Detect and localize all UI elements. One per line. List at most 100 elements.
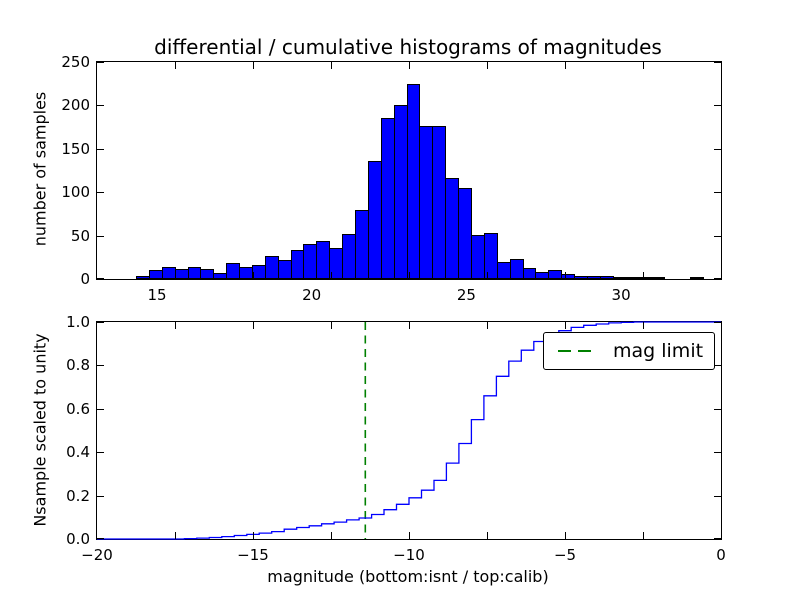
y-tick-label: 0.0 (66, 530, 90, 548)
x-tick-mark (487, 62, 488, 69)
y-tick-mark (714, 538, 721, 539)
y-tick-label: 250 (61, 53, 90, 71)
y-tick-mark (714, 62, 721, 63)
x-tick-label: 0 (716, 546, 726, 564)
histogram-bar (586, 276, 601, 279)
green-dash-icon (558, 350, 571, 352)
y-tick-mark (97, 322, 104, 323)
x-tick-label: −15 (237, 546, 269, 564)
y-tick-mark (97, 452, 104, 454)
x-tick-mark (643, 322, 644, 329)
y-tick-mark (97, 408, 104, 410)
x-tick-mark (331, 532, 332, 539)
figure-title: differential / cumulative histograms of … (154, 35, 662, 59)
x-tick-mark (643, 532, 644, 539)
histogram-bar (471, 234, 485, 279)
y-tick-label: 0 (80, 270, 90, 288)
y-tick-label: 0.8 (66, 356, 90, 375)
histogram-bar (226, 263, 241, 279)
x-tick-label: 25 (456, 286, 476, 304)
histogram-bar (342, 233, 357, 279)
histogram-bar (419, 126, 434, 279)
top-y-axis-label: number of samples (30, 91, 50, 247)
histogram-bar (187, 266, 202, 279)
y-tick-mark (714, 408, 721, 410)
y-tick-label: 0.6 (66, 399, 90, 418)
y-tick-mark (714, 148, 721, 150)
histogram-bar (522, 267, 537, 279)
y-tick-mark (97, 105, 104, 107)
y-tick-mark (97, 148, 104, 150)
histogram-bar (200, 268, 215, 279)
y-tick-mark (714, 365, 721, 367)
x-tick-label: −5 (553, 546, 577, 564)
x-tick-mark (409, 62, 410, 69)
histogram-bar (651, 277, 666, 279)
x-tick-mark (331, 272, 332, 279)
x-tick-mark (565, 62, 566, 69)
histogram-bar (625, 277, 640, 279)
x-tick-mark (175, 272, 176, 279)
histogram-bar (599, 276, 614, 279)
x-tick-mark (409, 272, 410, 279)
bottom-y-axis-label: Nsample scaled to unity (30, 333, 50, 527)
x-tick-mark (253, 62, 254, 69)
y-tick-mark (714, 192, 721, 194)
y-tick-label: 0.4 (66, 443, 90, 462)
y-tick-mark (97, 365, 104, 367)
histogram-bar (161, 266, 176, 279)
histogram-bar (445, 178, 460, 279)
histogram-bar (458, 187, 472, 279)
histogram-bar (277, 259, 292, 279)
x-axis-label: magnitude (bottom:isnt / top:calib) (267, 567, 549, 586)
histogram-bar (612, 277, 627, 279)
histogram-bar (561, 273, 576, 279)
x-tick-mark (643, 272, 644, 279)
x-tick-mark (331, 62, 332, 69)
histogram-bar (535, 272, 550, 279)
x-tick-mark (175, 62, 176, 69)
histogram-bar (239, 266, 253, 279)
x-tick-label: 20 (302, 286, 322, 304)
y-tick-mark (714, 235, 721, 237)
histogram-bar (496, 261, 511, 279)
y-tick-label: 50 (70, 226, 90, 245)
histogram-bar (483, 233, 498, 279)
x-tick-mark (253, 272, 254, 279)
histogram-bar (432, 126, 447, 279)
y-tick-mark (97, 278, 104, 279)
x-tick-mark (253, 322, 254, 329)
histogram-bar (148, 270, 163, 279)
x-tick-label: 15 (147, 286, 167, 304)
histogram-bar (213, 272, 228, 279)
histogram-bar (316, 240, 331, 279)
legend-entry-label: mag limit (613, 340, 704, 362)
histogram-bar (509, 259, 524, 279)
x-tick-label: 30 (611, 286, 631, 304)
histogram-bar (174, 268, 189, 279)
y-tick-mark (97, 235, 104, 237)
histogram-bar (548, 270, 563, 279)
x-tick-mark (643, 62, 644, 69)
x-tick-mark (487, 272, 488, 279)
histogram-bar (574, 275, 588, 279)
x-tick-label: −10 (393, 546, 425, 564)
x-tick-mark (331, 322, 332, 329)
x-tick-mark (409, 532, 410, 539)
histogram-bar (264, 255, 279, 279)
top-histogram-plot: 15 20 25 30 0 50 100 150 200 250 (61, 53, 722, 304)
x-tick-mark (565, 272, 566, 279)
x-tick-mark (565, 532, 566, 539)
x-tick-mark (253, 532, 254, 539)
x-tick-mark (409, 322, 410, 329)
histogram-bar (380, 118, 395, 279)
y-tick-label: 1.0 (66, 313, 90, 331)
x-tick-mark (487, 322, 488, 329)
y-tick-mark (97, 538, 104, 539)
y-tick-mark (714, 495, 721, 497)
y-tick-mark (714, 105, 721, 107)
legend-box: mag limit (543, 332, 715, 370)
green-dash-icon (578, 350, 591, 352)
x-tick-mark (565, 322, 566, 329)
